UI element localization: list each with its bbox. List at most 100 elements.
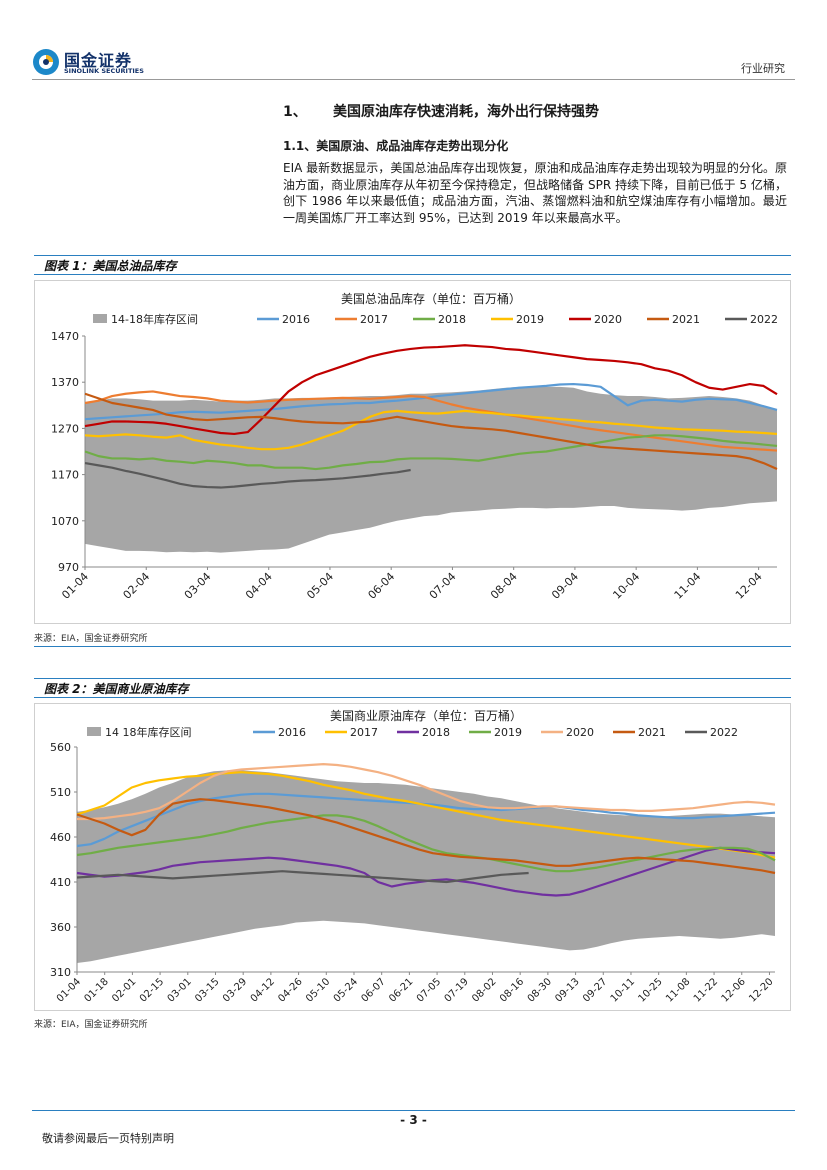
section-heading: 1、 美国原油库存快速消耗，海外出行保持强势 xyxy=(283,101,599,121)
chart-title: 美国总油品库存（单位：百万桶） xyxy=(341,291,521,306)
range-band xyxy=(85,386,777,553)
total-oil-inventory-chart: 美国总油品库存（单位：百万桶） 14-18年库存区间 2016 2017 2018 201… xyxy=(51,291,778,602)
section-title: 美国原油库存快速消耗，海外出行保持强势 xyxy=(333,104,599,120)
legend-label-2016: 2016 xyxy=(278,726,306,739)
x-tick-label: 03-29 xyxy=(221,976,249,1004)
logo-text-en: SINOLINK SECURITIES xyxy=(64,67,144,75)
series-line-2019 xyxy=(84,409,778,451)
legend-swatch-band xyxy=(87,727,101,736)
x-tick-label: 06-07 xyxy=(359,976,387,1004)
body-paragraph: EIA 最新数据显示，美国总油品库存出现恢复，原油和成品油库存走势出现较为明显的… xyxy=(283,161,787,225)
figure-2-box: 美国商业原油库存（单位：百万桶） 14 18年库存区间 2016 2017 2018 20… xyxy=(34,703,791,1011)
chart-title: 美国商业原油库存（单位：百万桶） xyxy=(330,708,522,723)
commercial-crude-inventory-chart: 美国商业原油库存（单位：百万桶） 14 18年库存区间 2016 2017 2018 20… xyxy=(50,708,776,1005)
x-tick-label: 10-11 xyxy=(609,976,637,1004)
x-tick-label: 05-24 xyxy=(332,976,360,1004)
x-tick-label: 03-04 xyxy=(182,570,214,602)
x-tick-label: 07-19 xyxy=(443,976,471,1004)
series-line-2020 xyxy=(84,344,778,436)
logo-mark-icon xyxy=(33,49,59,75)
x-tick-label: 04-26 xyxy=(276,976,304,1004)
x-tick-label: 03-15 xyxy=(193,976,221,1004)
x-tick-label: 09-13 xyxy=(553,976,581,1004)
x-tick-label: 01-04 xyxy=(55,976,83,1004)
legend-label-2021: 2021 xyxy=(672,313,700,326)
x-tick-label: 10-04 xyxy=(610,570,642,602)
x-tick-label: 01-04 xyxy=(59,570,91,602)
y-tick-label: 970 xyxy=(58,561,79,574)
x-tick-label: 12-04 xyxy=(733,570,765,602)
legend-label-2022: 2022 xyxy=(750,313,778,326)
legend-label-band: 14 18年库存区间 xyxy=(105,725,192,739)
figure-2-title: 图表 2：美国商业原油库存 xyxy=(34,678,791,698)
legend-swatch-band xyxy=(93,314,107,323)
logo-text-cn: 国金证券 xyxy=(64,51,133,70)
series-line-2021 xyxy=(76,798,776,875)
x-tick-label: 06-04 xyxy=(366,570,398,602)
x-tick-label: 01-18 xyxy=(82,976,110,1004)
page-number: - 3 - xyxy=(400,1113,427,1127)
x-tick-label: 03-01 xyxy=(166,976,194,1004)
y-tick-label: 560 xyxy=(50,741,71,754)
figure-1-divider xyxy=(34,646,791,647)
section-number: 1、 xyxy=(283,104,307,120)
x-tick-label: 07-04 xyxy=(427,570,459,602)
legend-label-2022: 2022 xyxy=(710,726,738,739)
x-tick-label: 08-04 xyxy=(488,570,520,602)
x-tick-label: 05-04 xyxy=(304,570,336,602)
x-tick-label: 12-06 xyxy=(720,976,748,1004)
legend-label-2019: 2019 xyxy=(494,726,522,739)
x-tick-label: 11-08 xyxy=(664,976,692,1004)
disclaimer: 敬请参阅最后一页特别声明 xyxy=(42,1132,174,1145)
legend-label-2017: 2017 xyxy=(350,726,378,739)
y-tick-label: 510 xyxy=(50,786,71,799)
x-tick-label: 08-30 xyxy=(526,976,554,1004)
series-line-2021 xyxy=(84,392,778,471)
y-tick-label: 410 xyxy=(50,876,71,889)
legend-label-2020: 2020 xyxy=(594,313,622,326)
y-tick-label: 1070 xyxy=(51,515,79,528)
figure-1-box: 美国总油品库存（单位：百万桶） 14-18年库存区间 2016 2017 2018 201… xyxy=(34,280,791,624)
x-tick-label: 02-15 xyxy=(138,976,166,1004)
series-line-2017 xyxy=(76,771,776,859)
y-tick-label: 1170 xyxy=(51,469,79,482)
legend-label-2020: 2020 xyxy=(566,726,594,739)
x-tick-label: 04-04 xyxy=(243,570,275,602)
figure-1-source: 来源：EIA，国金证券研究所 xyxy=(34,634,148,644)
legend-label-2019: 2019 xyxy=(516,313,544,326)
x-tick-label: 07-05 xyxy=(415,976,443,1004)
subsection-heading: 1.1、美国原油、成品油库存走势出现分化 xyxy=(283,139,509,153)
y-tick-label: 460 xyxy=(50,831,71,844)
x-tick-label: 02-01 xyxy=(110,976,138,1004)
series-line-2016 xyxy=(84,382,778,421)
figure-2-source: 来源：EIA，国金证券研究所 xyxy=(34,1020,148,1030)
y-tick-label: 310 xyxy=(50,966,71,979)
y-tick-label: 360 xyxy=(50,921,71,934)
legend-label-2018: 2018 xyxy=(422,726,450,739)
x-tick-label: 10-25 xyxy=(636,976,664,1004)
y-tick-label: 1470 xyxy=(51,330,79,343)
legend-label-2021: 2021 xyxy=(638,726,666,739)
legend-label-2017: 2017 xyxy=(360,313,388,326)
x-tick-label: 11-22 xyxy=(692,976,720,1004)
series-line-2019 xyxy=(76,814,776,873)
series-line-2022 xyxy=(84,461,411,489)
figure-1-title: 图表 1：美国总油品库存 xyxy=(34,255,791,275)
y-tick-label: 1370 xyxy=(51,376,79,389)
series-line-2022 xyxy=(76,870,529,884)
x-tick-label: 05-10 xyxy=(304,976,332,1004)
x-tick-label: 11-04 xyxy=(672,570,704,602)
series-line-2020 xyxy=(77,762,776,821)
x-tick-label: 04-12 xyxy=(249,976,277,1004)
header-divider xyxy=(32,79,795,80)
document-type: 行业研究 xyxy=(741,62,785,75)
x-tick-label: 06-21 xyxy=(387,976,415,1004)
range-band xyxy=(77,770,775,963)
x-tick-label: 08-16 xyxy=(498,976,526,1004)
y-tick-label: 1270 xyxy=(51,422,79,435)
company-logo: 国金证券 SINOLINK SECURITIES xyxy=(32,46,157,80)
series-line-2018 xyxy=(84,434,778,471)
x-tick-label: 02-04 xyxy=(121,570,153,602)
series-line-2017 xyxy=(84,390,778,452)
footer-divider xyxy=(32,1110,795,1111)
